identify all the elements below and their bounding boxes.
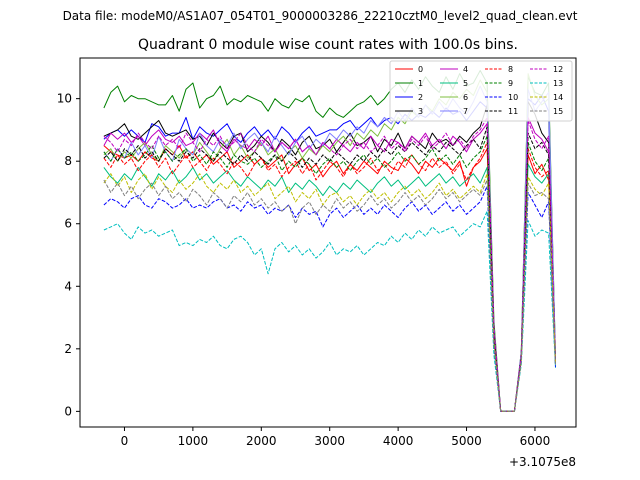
legend-label-13: 13: [553, 79, 563, 88]
x-axis: 0 1000 2000 3000 4000 5000 6000: [121, 427, 551, 448]
legend-label-3: 3: [418, 107, 423, 116]
legend-label-2: 2: [418, 93, 423, 102]
series-line-12: [103, 116, 556, 412]
x-tick-label: 1000: [178, 434, 209, 448]
series-line-5: [103, 163, 556, 412]
chart-title: Quadrant 0 module wise count rates with …: [138, 37, 518, 53]
legend-label-0: 0: [418, 65, 423, 74]
x-tick-label: 0: [121, 434, 129, 448]
legend-label-6: 6: [463, 93, 468, 102]
y-axis: 0 2 4 6 8 10: [57, 92, 80, 418]
x-tick-label: 2000: [246, 434, 277, 448]
x-axis-offset-label: +3.1075e8: [509, 455, 576, 469]
series-line-3: [103, 101, 556, 412]
y-tick-label: 6: [64, 217, 72, 231]
series-line-13: [103, 210, 556, 412]
legend-label-9: 9: [508, 79, 513, 88]
legend-label-7: 7: [463, 107, 468, 116]
legend-label-11: 11: [508, 107, 518, 116]
legend-label-15: 15: [553, 107, 563, 116]
y-tick-label: 0: [64, 404, 72, 418]
y-tick-label: 4: [64, 279, 72, 293]
axes-frame: [79, 57, 577, 428]
legend-label-12: 12: [553, 65, 563, 74]
series-line-11: [103, 126, 556, 412]
series-line-15: [103, 179, 556, 412]
legend-box: [389, 60, 573, 122]
legend-label-10: 10: [508, 93, 518, 102]
y-tick-label: 8: [64, 154, 72, 168]
series-line-9: [103, 135, 556, 412]
x-tick-label: 4000: [383, 434, 414, 448]
legend-label-5: 5: [463, 79, 468, 88]
figure-suptitle: Data file: modeM0/AS1A07_054T01_90000032…: [63, 9, 578, 23]
x-tick-label: 3000: [314, 434, 345, 448]
legend-label-4: 4: [463, 65, 468, 74]
x-tick-label: 6000: [520, 434, 551, 448]
legend-label-1: 1: [418, 79, 423, 88]
plot-area: [103, 70, 556, 412]
x-tick-label: 5000: [451, 434, 482, 448]
y-tick-label: 2: [64, 342, 72, 356]
series-line-10: [103, 185, 556, 412]
legend-label-14: 14: [553, 93, 563, 102]
series-line-0: [103, 145, 556, 412]
legend-label-8: 8: [508, 65, 513, 74]
y-tick-label: 10: [57, 92, 72, 106]
series-line-14: [103, 173, 556, 412]
